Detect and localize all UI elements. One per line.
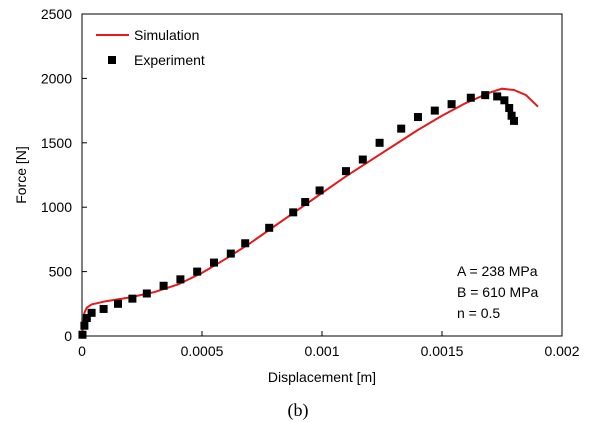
experiment-point (87, 308, 96, 317)
experiment-point (315, 186, 324, 195)
experiment-point (507, 111, 516, 120)
y-tick-label: 2500 (41, 6, 72, 22)
experiment-point (99, 304, 108, 313)
annotation-a: A = 238 MPa (457, 263, 538, 279)
x-tick-label: 0.002 (544, 343, 579, 359)
experiment-point (128, 294, 137, 303)
experiment-point (510, 116, 518, 125)
annotation-n: n = 0.5 (457, 305, 500, 321)
experiment-point (226, 249, 235, 258)
parameter-annotations: A = 238 MPa B = 610 MPa n = 0.5 (457, 263, 539, 321)
experiment-point (80, 321, 89, 330)
experiment-point (466, 93, 475, 102)
experiment-point (289, 208, 298, 217)
experiment-point (241, 239, 250, 248)
experiment-point (114, 299, 122, 308)
simulation-line (81, 87, 539, 337)
experiment-points (78, 91, 518, 339)
y-axis-title: Force [N] (13, 146, 29, 204)
y-axis: 0 500 1000 1500 2000 2500 (41, 6, 87, 344)
legend-simulation-label: Simulation (134, 27, 199, 43)
experiment-point (447, 100, 456, 109)
experiment-point (358, 155, 367, 164)
legend-experiment-marker (108, 56, 116, 64)
experiment-point (430, 106, 439, 115)
experiment-point (159, 281, 168, 290)
experiment-point (142, 289, 151, 298)
experiment-point (500, 96, 509, 105)
y-tick-label: 1500 (41, 135, 72, 151)
experiment-point (414, 113, 422, 122)
x-axis-title: Displacement [m] (268, 369, 376, 385)
experiment-point (505, 104, 514, 113)
figure-caption: (b) (288, 400, 309, 421)
experiment-point (481, 91, 490, 100)
experiment-point (82, 313, 91, 322)
experiment-point (210, 258, 218, 267)
legend: Simulation Experiment (96, 27, 205, 68)
experiment-point (193, 267, 202, 276)
y-tick-label: 2000 (41, 70, 72, 86)
x-axis: 0 0.0005 0.001 0.0015 0.002 (78, 331, 580, 359)
experiment-point (342, 167, 350, 176)
y-tick-label: 0 (64, 328, 72, 344)
x-tick-label: 0.001 (304, 343, 339, 359)
experiment-point (493, 92, 502, 101)
plot-area: 0 0.0005 0.001 0.0015 0.002 0 500 1000 1500 2000… (41, 6, 580, 359)
experiment-point (301, 198, 310, 207)
annotation-b: B = 610 MPa (457, 284, 539, 300)
experiment-point (397, 124, 406, 133)
x-tick-label: 0.0015 (421, 343, 464, 359)
x-tick-label: 0.0005 (181, 343, 224, 359)
y-tick-label: 1000 (41, 199, 72, 215)
x-tick-label: 0 (78, 343, 86, 359)
legend-experiment-label: Experiment (134, 52, 205, 68)
experiment-point (265, 223, 274, 232)
experiment-point (78, 330, 87, 339)
experiment-point (375, 138, 384, 147)
y-tick-label: 500 (49, 264, 73, 280)
experiment-point (176, 275, 185, 284)
